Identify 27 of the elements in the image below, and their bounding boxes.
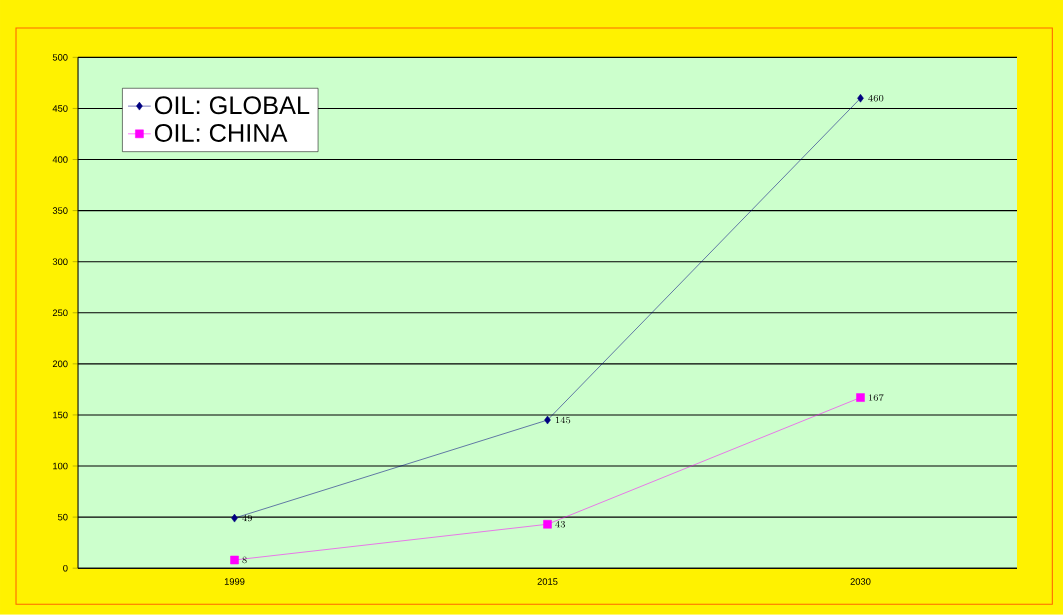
y-tick-label: 450	[52, 105, 68, 112]
y-tick-label: 100	[53, 462, 68, 470]
y-tick-label: 350	[52, 207, 68, 214]
legend-label: OIL: GLOBAL	[154, 96, 310, 115]
point	[857, 94, 864, 103]
point	[543, 520, 552, 529]
data-label: 145	[555, 416, 571, 424]
y-tick-label: 500	[52, 54, 68, 61]
y-tick-label: 200	[52, 360, 68, 368]
point	[231, 513, 238, 523]
legend-label: OIL: CHINA	[154, 124, 288, 142]
y-tick-label: 250	[52, 309, 68, 317]
data-label: 167	[868, 394, 884, 401]
data-label: 8	[242, 556, 247, 564]
y-tick-label: 150	[53, 411, 68, 419]
point	[856, 393, 865, 402]
x-tick-label: 2030	[850, 578, 871, 585]
x-tick-label: 2015	[537, 578, 558, 585]
y-tick-label: 50	[57, 513, 68, 521]
x-tick-label: 1999	[224, 578, 245, 585]
data-label: 43	[555, 521, 565, 528]
point	[230, 555, 239, 565]
y-tick-label: 400	[52, 156, 68, 163]
data-label: 460	[868, 94, 884, 102]
point	[544, 415, 551, 425]
y-tick-label: 0	[63, 564, 68, 572]
y-tick-label: 300	[52, 258, 68, 266]
